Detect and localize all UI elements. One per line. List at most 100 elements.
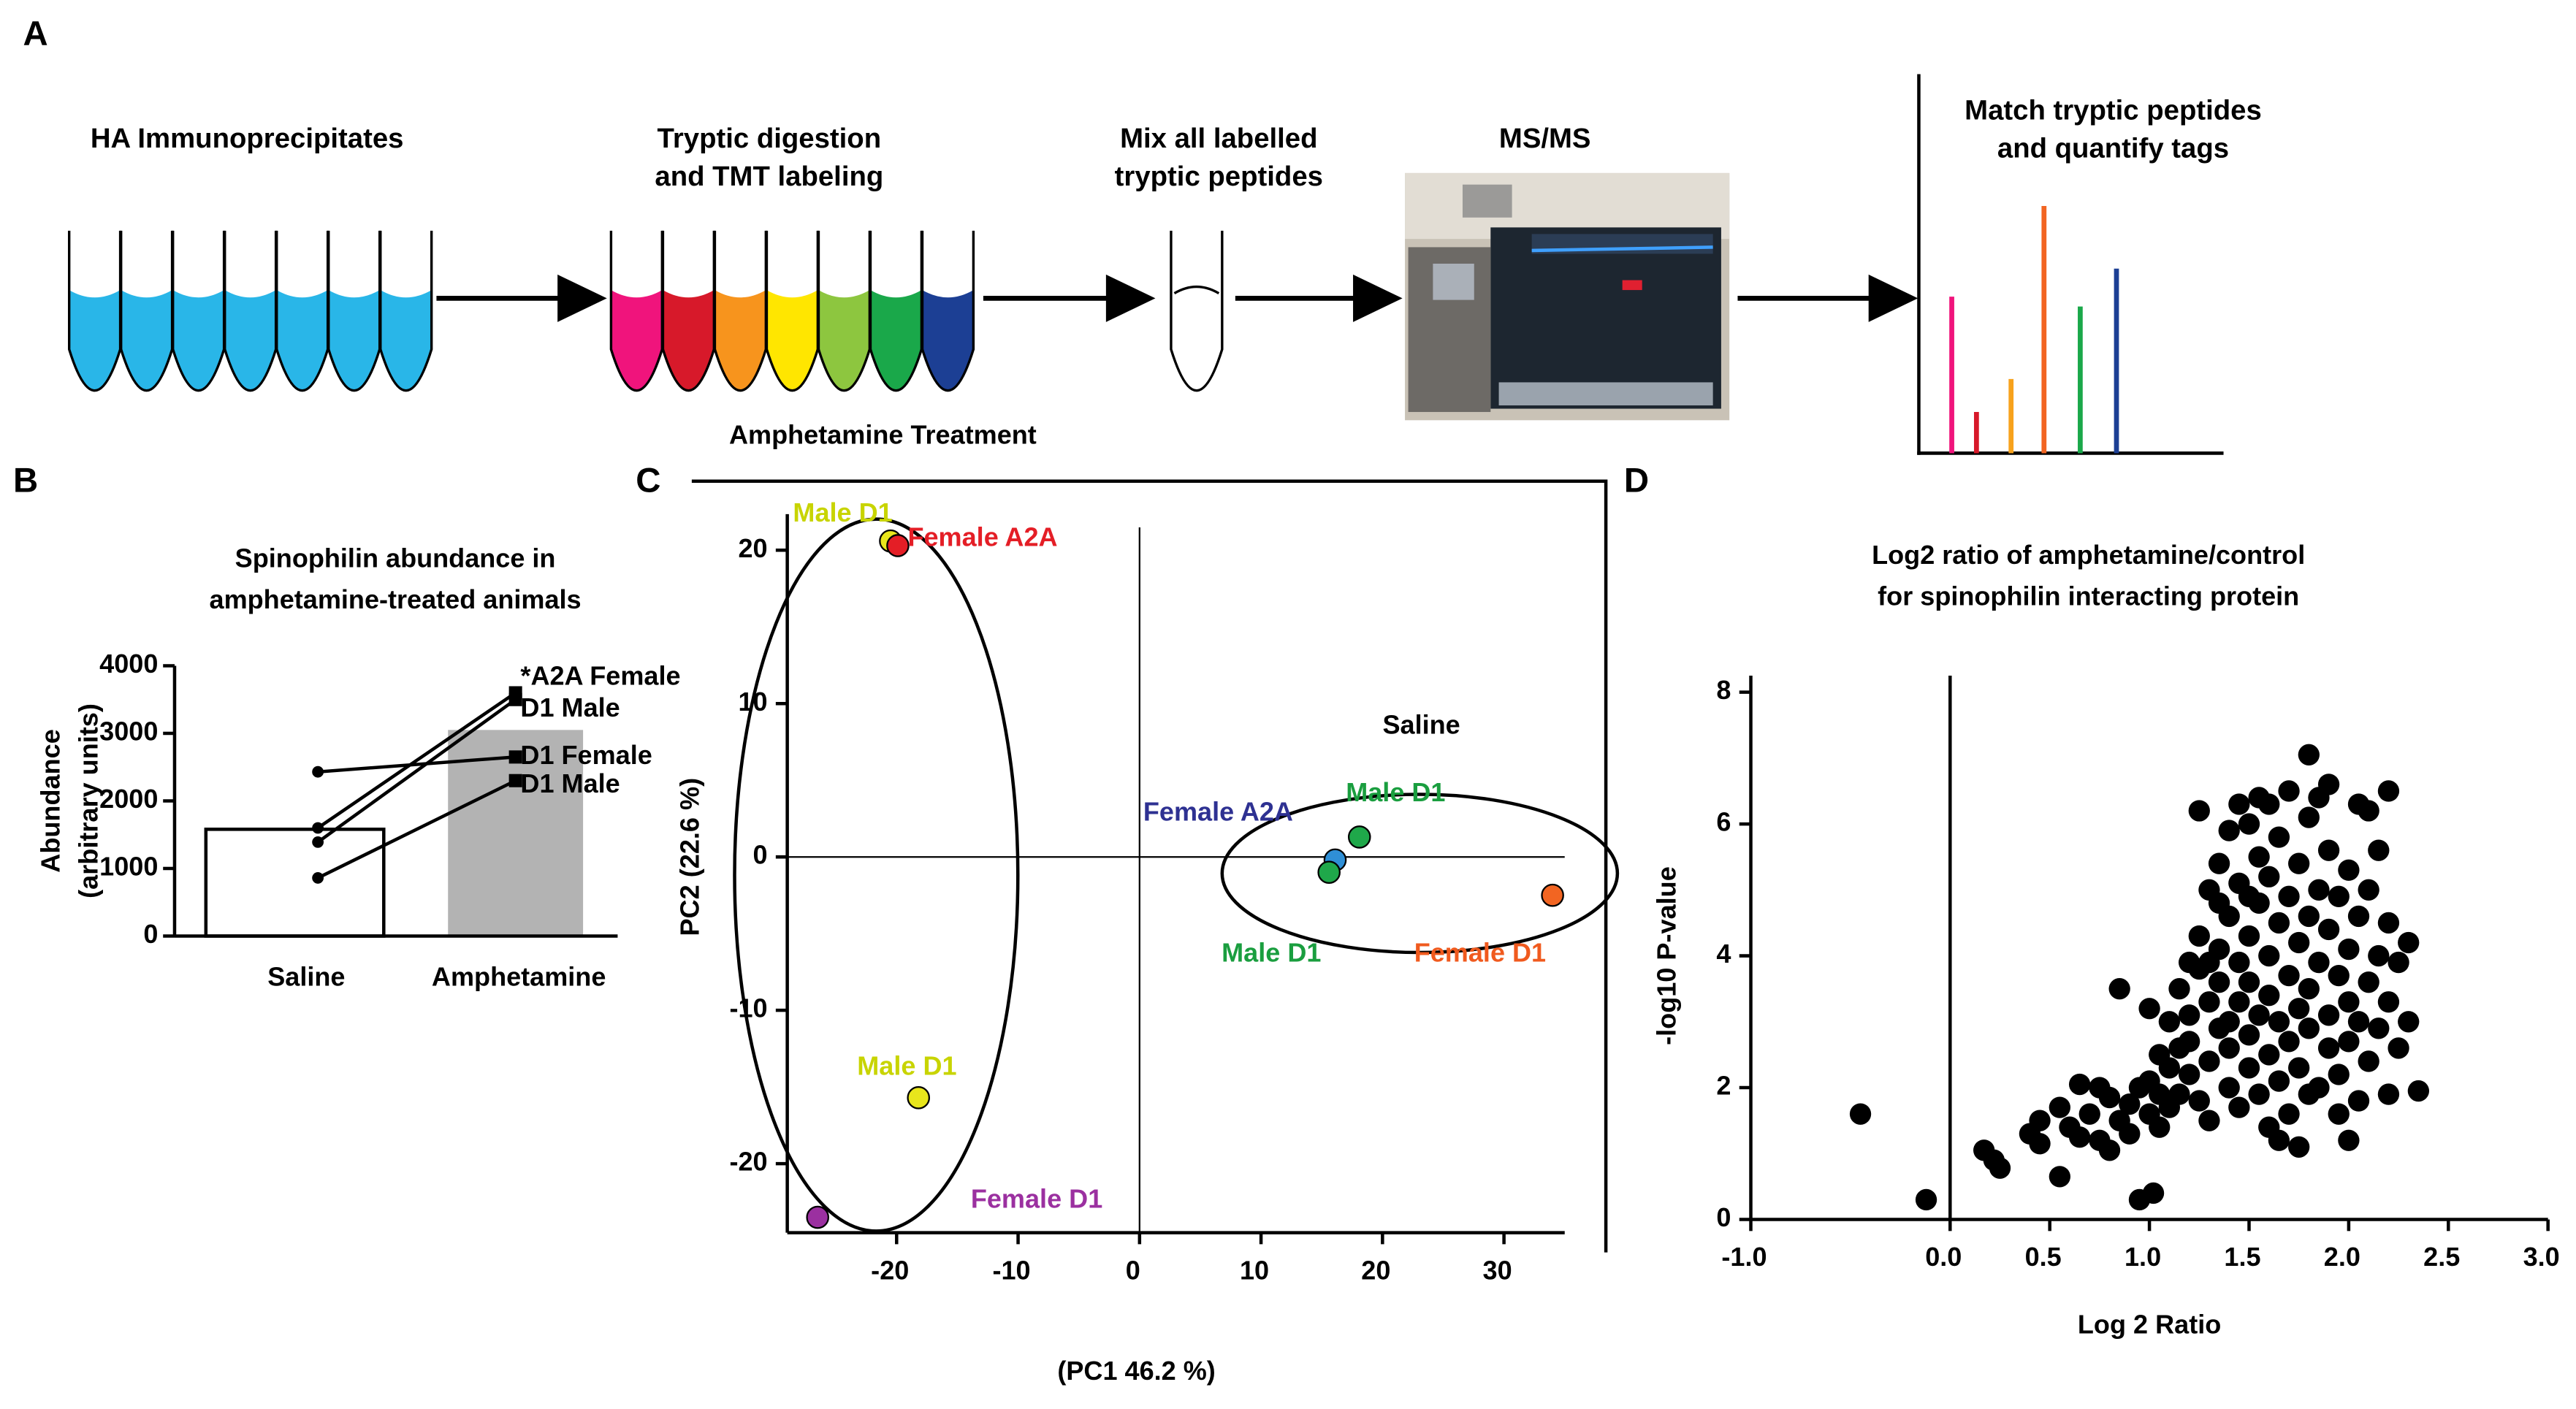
point-label: Female D1 xyxy=(971,1184,1102,1214)
point-label: Female A2A xyxy=(1143,797,1293,827)
x-axis-label: Log 2 Ratio xyxy=(2078,1310,2221,1340)
tube-outline xyxy=(67,230,122,392)
pair-label: D1 Male xyxy=(520,768,620,798)
point xyxy=(2298,1083,2320,1105)
tube-outline xyxy=(609,230,663,392)
bar xyxy=(204,828,386,938)
y-tick-label: -20 xyxy=(729,1147,767,1177)
pair-line xyxy=(316,698,517,844)
point xyxy=(2248,846,2270,868)
tube xyxy=(713,230,768,392)
point xyxy=(2218,1037,2240,1059)
y-tick-label: 6 xyxy=(1716,807,1731,837)
tube-fluid xyxy=(69,290,121,391)
point xyxy=(2228,991,2250,1013)
step-label: HA Immunoprecipitates xyxy=(91,123,404,154)
step-label: and TMT labeling xyxy=(655,161,883,192)
y-tick-label: 2000 xyxy=(99,784,158,814)
point xyxy=(2398,1011,2420,1033)
point xyxy=(2178,951,2200,974)
tube xyxy=(817,230,872,392)
x-tick-label: 0.0 xyxy=(1925,1242,1962,1272)
tube-outline xyxy=(224,230,278,392)
point xyxy=(2238,885,2260,908)
point-label: Male D1 xyxy=(1346,777,1445,807)
annotation: Saline xyxy=(1382,709,1460,739)
tube-outline xyxy=(1170,230,1224,392)
x-tick-label: 30 xyxy=(1483,1255,1512,1285)
y-tick-label: 0 xyxy=(753,840,768,870)
instrument-photo xyxy=(1405,172,1730,421)
x-tick-label: Saline xyxy=(267,962,345,992)
tube xyxy=(275,230,329,392)
chart-title: Spinophilin abundance in xyxy=(235,543,556,573)
point xyxy=(2158,1011,2181,1033)
tube-outline xyxy=(869,230,923,392)
point xyxy=(2338,1129,2360,1151)
tube xyxy=(869,230,923,392)
point xyxy=(2288,998,2310,1020)
panel-label: B xyxy=(13,462,38,500)
point xyxy=(2198,1050,2220,1072)
point xyxy=(2068,1126,2091,1148)
point xyxy=(2368,1017,2390,1039)
point xyxy=(2149,1044,2171,1066)
pca-decor xyxy=(691,479,1620,1253)
point xyxy=(2168,1083,2190,1105)
point xyxy=(2278,964,2300,987)
point xyxy=(2208,971,2230,993)
x-tick-label: 3.0 xyxy=(2523,1242,2560,1272)
x-tick-label: 1.0 xyxy=(2125,1242,2161,1272)
tube-fluid xyxy=(121,290,172,391)
point xyxy=(2208,852,2230,874)
point xyxy=(2328,964,2350,987)
point xyxy=(2338,859,2360,881)
point xyxy=(2168,978,2190,1000)
point xyxy=(2218,820,2240,841)
point xyxy=(1347,825,1371,849)
tube-fluid xyxy=(224,290,276,391)
pair-line xyxy=(317,755,516,774)
x-tick-label: -1.0 xyxy=(1721,1242,1767,1272)
tube-outline xyxy=(765,230,820,392)
point xyxy=(2178,1004,2200,1026)
point xyxy=(2368,839,2390,861)
point xyxy=(2228,951,2250,974)
point xyxy=(1915,1188,1937,1211)
tube xyxy=(224,230,278,392)
tube xyxy=(172,230,226,392)
tube xyxy=(327,230,381,392)
step-label: and quantify tags xyxy=(1997,132,2229,164)
pair-point xyxy=(312,872,324,884)
point xyxy=(2347,793,2370,815)
tube-outline xyxy=(327,230,381,392)
point xyxy=(1849,1103,1872,1125)
point xyxy=(886,534,910,557)
y-tick-label: 10 xyxy=(738,687,767,717)
point xyxy=(2317,1037,2340,1059)
point xyxy=(2328,1103,2350,1125)
x-tick-label: 10 xyxy=(1240,1255,1269,1285)
panel-label: C xyxy=(636,462,660,500)
point xyxy=(2248,787,2270,809)
point xyxy=(2358,1050,2379,1072)
tube-fluid xyxy=(870,290,922,391)
point xyxy=(2198,1110,2220,1131)
x-tick-label: -20 xyxy=(871,1255,909,1285)
point xyxy=(2268,1070,2290,1092)
tube xyxy=(379,230,433,392)
tube-fluid xyxy=(922,290,974,391)
y-axis-label: (arbitrary units) xyxy=(74,703,104,898)
point xyxy=(2278,1031,2300,1053)
point xyxy=(2298,905,2320,928)
point-label: Male D1 xyxy=(857,1051,956,1081)
point xyxy=(2328,885,2350,908)
tube-outline xyxy=(817,230,872,392)
point xyxy=(2298,978,2320,1000)
point xyxy=(2347,1090,2370,1112)
tube-fluid xyxy=(715,290,766,391)
point xyxy=(2338,938,2360,961)
point xyxy=(2208,892,2230,914)
point xyxy=(2248,1004,2270,1026)
